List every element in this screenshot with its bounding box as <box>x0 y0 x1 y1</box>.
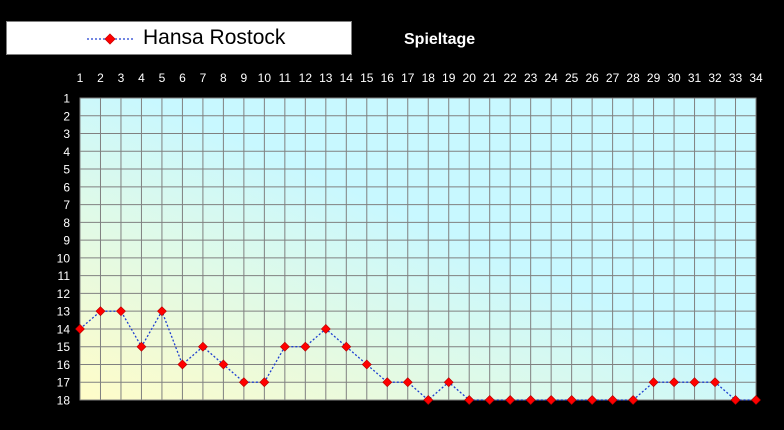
x-tick-label: 13 <box>319 71 333 85</box>
y-tick-label: 17 <box>57 376 71 390</box>
x-axis-title: Spieltage <box>404 31 476 48</box>
x-tick-label: 17 <box>401 71 415 85</box>
data-point-marker <box>710 377 720 388</box>
x-tick-label: 12 <box>299 71 313 85</box>
data-point-marker <box>751 395 761 405</box>
data-point-marker <box>300 341 311 352</box>
y-tick-label: 1 <box>63 92 70 106</box>
data-point-marker <box>177 359 188 370</box>
plot-border <box>79 97 757 401</box>
y-tick-label: 11 <box>58 269 71 283</box>
data-point-marker <box>361 359 372 370</box>
y-tick-label: 7 <box>63 198 70 212</box>
series-line <box>79 309 756 401</box>
data-point-marker <box>423 395 434 405</box>
data-point-marker <box>484 395 495 405</box>
y-tick-label: 15 <box>57 340 71 354</box>
data-point-marker <box>689 377 700 388</box>
x-tick-label: 4 <box>138 71 145 85</box>
y-tick-label: 14 <box>57 322 71 336</box>
y-tick-label: 18 <box>57 394 71 408</box>
y-tick-label: 2 <box>63 109 70 123</box>
data-point-marker <box>402 377 413 388</box>
data-point-marker <box>382 377 393 388</box>
x-tick-label: 7 <box>200 71 207 85</box>
data-point-marker <box>238 377 249 388</box>
y-tick-label: 5 <box>63 163 70 177</box>
y-tick-label: 8 <box>63 216 70 230</box>
x-tick-label: 11 <box>279 71 292 85</box>
y-tick-label: 13 <box>57 305 71 319</box>
data-point-marker <box>259 377 270 388</box>
data-point-marker <box>341 341 352 352</box>
data-point-marker <box>587 395 598 405</box>
data-point-marker <box>136 341 147 352</box>
legend-series-marker <box>87 33 133 45</box>
x-tick-label: 3 <box>118 71 125 85</box>
x-tick-label: 10 <box>258 71 272 85</box>
x-tick-label: 19 <box>442 71 456 85</box>
y-tick-label: 16 <box>57 358 71 372</box>
x-tick-label: 31 <box>688 71 702 85</box>
x-tick-label: 23 <box>524 71 538 85</box>
x-tick-label: 14 <box>340 71 354 85</box>
x-tick-label: 1 <box>77 71 84 85</box>
x-tick-label: 5 <box>159 71 166 85</box>
data-point-marker <box>505 395 516 405</box>
x-tick-label: 8 <box>220 71 227 85</box>
data-point-marker <box>525 395 536 405</box>
data-point-marker <box>320 324 331 334</box>
x-tick-label: 33 <box>729 71 743 85</box>
plot-area <box>80 98 756 400</box>
x-tick-label: 26 <box>585 71 599 85</box>
data-point-marker <box>546 395 557 405</box>
data-point-marker <box>95 306 106 317</box>
x-tick-label: 32 <box>708 71 722 85</box>
x-tick-labels: 1 2 3 4 5 6 7 8 9 10 11 12 13 14 15 16 17 18 19 20 21 22 23 24 2… <box>77 71 763 85</box>
x-tick-label: 2 <box>97 71 104 85</box>
legend: Hansa Rostock <box>6 21 352 55</box>
data-point-marker <box>607 395 618 405</box>
legend-series-label: Hansa Rostock <box>143 26 286 49</box>
y-tick-label: 6 <box>63 180 70 194</box>
y-tick-label: 4 <box>63 145 70 159</box>
x-tick-label: 28 <box>626 71 640 85</box>
series-hansa-rostock <box>75 306 761 405</box>
data-point-marker <box>157 306 167 317</box>
data-point-marker <box>75 324 85 334</box>
x-tick-label: 34 <box>749 71 763 85</box>
data-point-marker <box>669 377 679 388</box>
y-tick-label: 10 <box>57 251 71 265</box>
x-tick-label: 9 <box>241 71 248 85</box>
data-point-marker <box>116 306 126 317</box>
y-tick-label: 3 <box>63 127 70 141</box>
x-tick-label: 21 <box>483 71 497 85</box>
x-tick-label: 18 <box>422 71 436 85</box>
x-tick-label: 20 <box>463 71 477 85</box>
x-tick-label: 24 <box>544 71 558 85</box>
x-tick-label: 16 <box>381 71 395 85</box>
data-point-marker <box>443 377 454 388</box>
x-tick-label: 22 <box>504 71 518 85</box>
data-point-marker <box>279 341 290 352</box>
data-point-marker <box>628 395 639 405</box>
x-tick-label: 27 <box>606 71 620 85</box>
x-tick-label: 30 <box>667 71 681 85</box>
data-point-marker <box>730 395 741 405</box>
data-point-marker <box>218 359 229 370</box>
x-tick-label: 25 <box>565 71 579 85</box>
data-point-marker <box>197 341 208 352</box>
y-tick-label: 12 <box>57 287 71 301</box>
data-point-marker <box>566 395 577 405</box>
data-point-marker <box>464 395 475 405</box>
x-tick-label: 15 <box>360 71 374 85</box>
data-point-marker <box>648 377 659 388</box>
y-tick-label: 9 <box>63 234 70 248</box>
x-tick-label: 6 <box>179 71 186 85</box>
grid-lines <box>79 97 757 401</box>
x-tick-label: 29 <box>647 71 661 85</box>
